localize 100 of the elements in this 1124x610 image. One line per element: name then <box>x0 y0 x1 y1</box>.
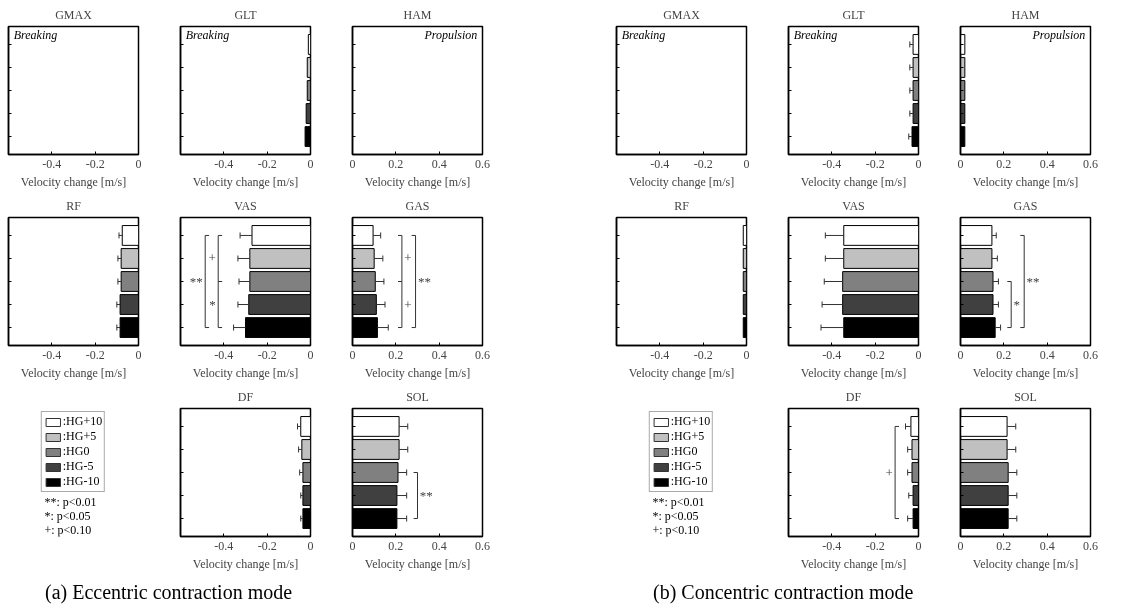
x-tick-label: 0 <box>915 538 922 553</box>
x-tick-label: 0 <box>135 156 142 171</box>
x-tick-label: -0.4 <box>822 538 842 553</box>
chart-title: VAS <box>842 198 865 213</box>
chart-title: VAS <box>234 198 257 213</box>
x-tick-label: 0.6 <box>1083 347 1098 362</box>
x-axis-title: Velocity change [m/s] <box>192 365 299 380</box>
x-tick-label: 0.2 <box>388 538 404 553</box>
x-tick-label: 0.4 <box>431 156 447 171</box>
x-tick-label: 0.6 <box>1083 156 1098 171</box>
x-tick-label: 0.4 <box>1039 538 1055 553</box>
chart-title: HAM <box>403 7 432 22</box>
x-tick-label: -0.2 <box>257 156 277 171</box>
annotation: + <box>404 296 412 312</box>
x-tick-label: -0.4 <box>214 538 234 553</box>
chart-title: HAM <box>1011 7 1040 22</box>
text: **: p<0.01 <box>652 494 705 509</box>
x-tick-label: -0.4 <box>822 347 842 362</box>
category-label: :HG-10 <box>62 474 100 489</box>
category-label: :HG+5 <box>670 429 705 444</box>
x-tick-label: 0.6 <box>475 156 490 171</box>
x-axis-title: Velocity change [m/s] <box>972 174 1079 189</box>
x-axis-title: Velocity change [m/s] <box>628 174 735 189</box>
x-tick-label: -0.4 <box>650 347 670 362</box>
category-label: :HG-10 <box>670 474 708 489</box>
x-axis-title: Velocity change [m/s] <box>800 365 907 380</box>
chart-title: DF <box>237 389 254 404</box>
text: *: p<0.05 <box>44 508 91 523</box>
x-tick-label: -0.2 <box>257 538 277 553</box>
x-axis-title: Velocity change [m/s] <box>364 365 471 380</box>
chart-title: GMAX <box>55 7 93 22</box>
x-tick-label: -0.2 <box>865 538 885 553</box>
x-tick-label: 0 <box>349 156 356 171</box>
x-tick-label: 0.2 <box>388 156 404 171</box>
x-tick-label: 0 <box>135 347 142 362</box>
annotation: + <box>885 464 893 480</box>
annotation: * <box>209 297 216 313</box>
x-tick-label: 0 <box>957 538 964 553</box>
x-tick-label: 0.6 <box>475 538 490 553</box>
x-axis-title: Velocity change [m/s] <box>628 365 735 380</box>
x-axis-title: Velocity change [m/s] <box>972 365 1079 380</box>
text: *: p<0.05 <box>652 508 699 523</box>
x-tick-label: 0 <box>957 156 964 171</box>
category-label: :HG+10 <box>670 414 711 429</box>
chart-title: SOL <box>1014 389 1037 404</box>
annotation: Breaking <box>185 28 230 43</box>
annotation: Propulsion <box>423 28 478 43</box>
x-tick-label: 0 <box>307 347 314 362</box>
x-tick-label: 0 <box>349 538 356 553</box>
x-tick-label: 0 <box>915 156 922 171</box>
x-tick-label: 0.4 <box>1039 156 1055 171</box>
annotation: Breaking <box>793 28 838 43</box>
x-tick-label: 0.4 <box>431 347 447 362</box>
annotation: + <box>404 250 412 266</box>
text: (a) Eccentric contraction mode <box>45 580 293 606</box>
annotation: Breaking <box>621 28 666 43</box>
annotation: * <box>1013 297 1021 313</box>
chart-title: GLT <box>842 7 866 22</box>
annotation: + <box>208 250 216 266</box>
category-label: :HG-5 <box>62 459 94 474</box>
x-tick-label: 0.2 <box>996 156 1012 171</box>
x-tick-label: 0 <box>349 347 356 362</box>
x-tick-label: 0.6 <box>475 347 490 362</box>
x-axis-title: Velocity change [m/s] <box>20 174 127 189</box>
x-tick-label: 0.6 <box>1083 538 1098 553</box>
x-tick-label: -0.2 <box>865 156 885 171</box>
annotation: Breaking <box>13 28 58 43</box>
x-tick-label: -0.4 <box>822 156 842 171</box>
annotation: ** <box>419 488 433 504</box>
chart-title: SOL <box>406 389 429 404</box>
x-tick-label: 0 <box>743 347 750 362</box>
chart-title: DF <box>845 389 862 404</box>
chart-title: GMAX <box>663 7 701 22</box>
x-tick-label: 0.4 <box>1039 347 1055 362</box>
chart-title: RF <box>674 198 690 213</box>
x-axis-title: Velocity change [m/s] <box>192 174 299 189</box>
x-axis-title: Velocity change [m/s] <box>800 174 907 189</box>
chart-title: GAS <box>405 198 430 213</box>
chart-title: GLT <box>234 7 258 22</box>
annotation: Propulsion <box>1031 28 1086 43</box>
x-tick-label: 0.2 <box>996 347 1012 362</box>
text: (b) Concentric contraction mode <box>653 580 914 606</box>
x-tick-label: 0 <box>957 347 964 362</box>
x-tick-label: 0.4 <box>431 538 447 553</box>
x-tick-label: -0.2 <box>257 347 277 362</box>
category-label: :HG0 <box>670 444 698 459</box>
category-label: :HG+10 <box>62 414 103 429</box>
x-tick-label: -0.4 <box>650 156 670 171</box>
category-label: :HG-5 <box>670 459 702 474</box>
x-tick-label: 0.2 <box>388 347 404 362</box>
x-tick-label: 0 <box>915 347 922 362</box>
x-axis-title: Velocity change [m/s] <box>800 556 907 571</box>
x-axis-title: Velocity change [m/s] <box>192 556 299 571</box>
x-tick-label: 0 <box>307 156 314 171</box>
annotation: ** <box>417 274 431 289</box>
x-axis-title: Velocity change [m/s] <box>364 556 471 571</box>
x-tick-label: -0.2 <box>693 156 713 171</box>
x-tick-label: 0 <box>307 538 314 553</box>
x-tick-label: -0.4 <box>214 347 234 362</box>
x-tick-label: -0.2 <box>85 347 105 362</box>
